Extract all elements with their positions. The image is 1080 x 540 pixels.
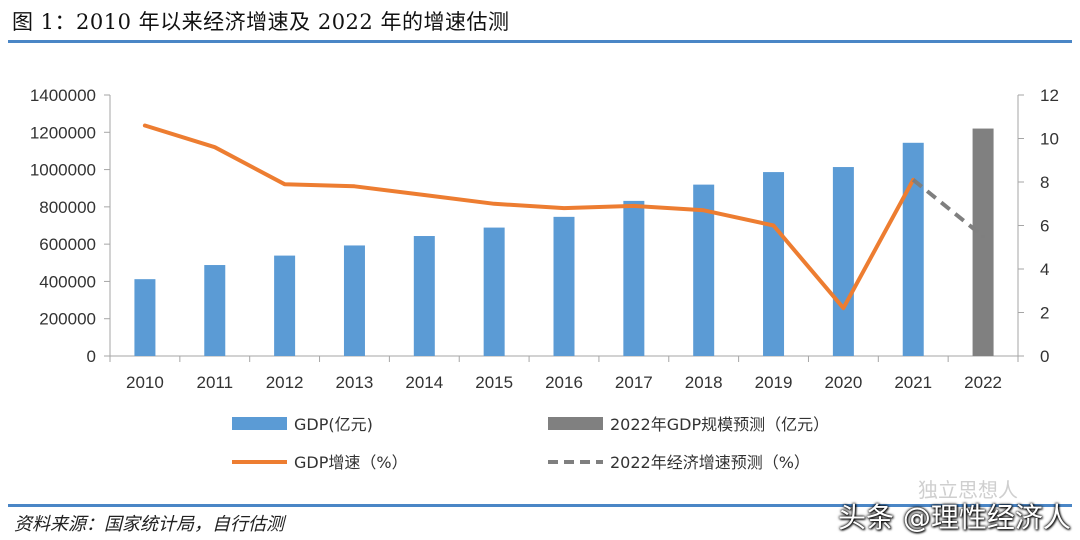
growth-point — [492, 202, 496, 206]
legend-gdp-forecast-label: 2022年GDP规模预测（亿元） — [610, 415, 829, 434]
legend-growth-label: GDP增速（%） — [294, 453, 408, 472]
right-tick-label: 8 — [1040, 173, 1049, 192]
right-tick-label: 0 — [1040, 347, 1049, 366]
x-tick-label: 2017 — [615, 373, 653, 392]
growth-point — [632, 204, 636, 208]
x-axis: 2010 2011 2012 2013 2014 2015 2016 2017 2018 2019… — [109, 355, 1019, 392]
x-tick-label: 2011 — [196, 373, 233, 392]
growth-point — [213, 145, 217, 149]
x-tick-label: 2016 — [545, 373, 583, 392]
x-tick-label: 2020 — [824, 373, 862, 392]
x-tick-label: 2013 — [336, 373, 374, 392]
right-axis: 0 2 4 6 8 10 12 — [1017, 86, 1059, 366]
right-tick-label: 4 — [1040, 260, 1049, 279]
growth-forecast-point — [981, 234, 985, 238]
gdp-bar — [832, 167, 854, 356]
growth-point — [841, 306, 845, 310]
growth-point — [702, 208, 706, 212]
x-tick-label: 2019 — [755, 373, 793, 392]
x-tick-label: 2021 — [894, 373, 932, 392]
x-tick-label: 2018 — [685, 373, 723, 392]
gdp-bar — [693, 184, 715, 356]
left-tick-label: 800000 — [39, 198, 96, 217]
left-tick-label: 1000000 — [30, 161, 96, 180]
legend: GDP(亿元) 2022年GDP规模预测（亿元） GDP增速（%） 2022年经济增速… — [232, 415, 829, 472]
growth-point — [422, 193, 426, 197]
right-tick-label: 12 — [1040, 86, 1059, 105]
left-tick-label: 1400000 — [30, 86, 96, 105]
growth-point — [352, 184, 356, 188]
gdp-bar — [483, 227, 505, 356]
chart-title: 图 1：2010 年以来经济增速及 2022 年的增速估测 — [12, 10, 510, 34]
growth-point — [562, 206, 566, 210]
gdp-bar — [623, 200, 645, 356]
gdp-bar — [343, 245, 365, 356]
legend-growth-forecast-label: 2022年经济增速预测（%） — [610, 453, 810, 472]
growth-line — [142, 123, 916, 311]
legend-gdp-forecast-swatch — [548, 417, 603, 430]
gdp-bar — [902, 142, 924, 356]
source-note: 资料来源：国家统计局，自行估测 — [14, 514, 284, 535]
gdp-bar — [763, 172, 785, 356]
x-tick-label: 2010 — [126, 373, 164, 392]
growth-point — [283, 182, 287, 186]
bottom-rule — [8, 504, 1072, 507]
bar-series — [134, 128, 994, 356]
left-tick-label: 1200000 — [30, 123, 96, 142]
gdp-bar — [274, 255, 296, 356]
gdp-forecast-bar — [972, 128, 994, 356]
watermark-large: 头条 @理性经济人 — [838, 501, 1071, 534]
right-tick-label: 2 — [1040, 304, 1049, 323]
growth-forecast-line — [911, 178, 985, 238]
x-tick-label: 2012 — [266, 373, 304, 392]
top-rule — [8, 40, 1072, 43]
left-axis: 0 200000 400000 600000 800000 1000000 1200000 1… — [30, 86, 111, 366]
gdp-bar — [553, 216, 575, 356]
gdp-bar — [204, 265, 226, 356]
gdp-bar — [134, 279, 156, 356]
x-tick-label: 2014 — [405, 373, 443, 392]
line-series — [142, 123, 985, 311]
left-tick-label: 600000 — [39, 235, 96, 254]
gdp-bar — [413, 236, 435, 356]
growth-point — [143, 123, 147, 127]
legend-gdp-swatch — [232, 417, 287, 430]
left-tick-label: 200000 — [39, 310, 96, 329]
right-tick-label: 10 — [1040, 130, 1059, 149]
x-tick-label: 2022 — [964, 373, 1002, 392]
watermark-small: 独立思想人 — [918, 478, 1018, 502]
x-tick-label: 2015 — [475, 373, 513, 392]
right-tick-label: 6 — [1040, 217, 1049, 236]
growth-forecast-point — [911, 178, 915, 182]
legend-gdp-label: GDP(亿元) — [294, 415, 373, 434]
growth-point — [772, 224, 776, 228]
left-tick-label: 400000 — [39, 272, 96, 291]
left-tick-label: 0 — [87, 347, 96, 366]
